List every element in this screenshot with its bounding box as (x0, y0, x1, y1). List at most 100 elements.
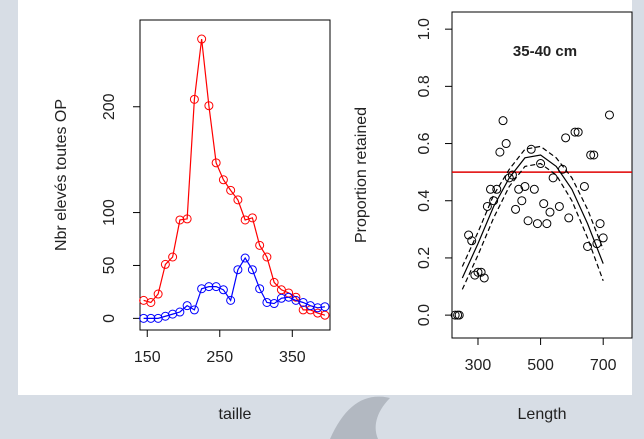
point (247, 213, 257, 223)
point (168, 252, 178, 262)
line (461, 145, 604, 267)
point (247, 265, 257, 275)
point (218, 175, 228, 185)
point (523, 216, 533, 226)
point (507, 170, 517, 180)
y-tick-label: 100 (101, 199, 118, 226)
point (464, 230, 474, 240)
point (313, 303, 323, 313)
point (211, 282, 221, 292)
x-axis-label: Length (518, 406, 567, 423)
plot-box (451, 11, 633, 339)
point (504, 173, 514, 183)
y-tick-label: 0.2 (416, 247, 433, 269)
point (561, 133, 571, 143)
point (233, 265, 243, 275)
point (532, 219, 542, 229)
point (583, 241, 593, 251)
y-tick-label: 50 (101, 256, 118, 274)
y-tick-label: 0 (101, 314, 118, 323)
y-axis-label: Proportion retained (353, 107, 370, 243)
point (479, 273, 489, 283)
point (501, 139, 511, 149)
point (548, 173, 558, 183)
point (492, 184, 502, 194)
point (554, 201, 564, 211)
point (175, 307, 185, 317)
point (218, 285, 228, 295)
y-axis-label: Nbr elevés toutes OP (53, 99, 70, 251)
point (226, 295, 236, 305)
point (595, 219, 605, 229)
point (450, 310, 460, 320)
point (153, 289, 163, 299)
point (182, 214, 192, 224)
point (476, 267, 486, 277)
point (495, 147, 505, 157)
point (573, 127, 583, 137)
point (255, 240, 265, 250)
y-tick-label: 1.0 (416, 18, 433, 40)
point (539, 199, 549, 209)
decoration (330, 396, 390, 439)
point (182, 301, 192, 311)
point (233, 195, 243, 205)
point (473, 267, 483, 277)
point (146, 297, 156, 307)
point (255, 284, 265, 294)
point (467, 236, 477, 246)
x-tick-label: 350 (279, 349, 306, 366)
point (604, 110, 614, 120)
line (143, 256, 326, 319)
point (489, 196, 499, 206)
point (579, 181, 589, 191)
point (511, 204, 521, 214)
x-tick-label: 150 (134, 349, 161, 366)
point (526, 144, 536, 154)
point (454, 310, 464, 320)
annotation: 35-40 cm (513, 43, 577, 60)
line (461, 154, 604, 279)
point (269, 299, 279, 309)
point (269, 277, 279, 287)
point (470, 270, 480, 280)
point (204, 282, 214, 292)
point (298, 305, 308, 315)
point (189, 305, 199, 315)
point (262, 297, 272, 307)
x-tick-label: 300 (465, 357, 492, 374)
point (498, 116, 508, 126)
line (461, 162, 604, 290)
point (320, 302, 330, 312)
point (284, 292, 294, 302)
panel (18, 0, 632, 395)
point (486, 184, 496, 194)
point (197, 34, 207, 44)
point (204, 101, 214, 111)
point (542, 219, 552, 229)
y-tick-label: 200 (101, 93, 118, 120)
point (226, 185, 236, 195)
point (146, 313, 156, 323)
x-tick-label: 500 (527, 357, 554, 374)
point (139, 313, 149, 323)
point (160, 259, 170, 269)
plot-box (139, 19, 331, 331)
point (586, 150, 596, 160)
point (545, 207, 555, 217)
point (291, 292, 301, 302)
y-tick-label: 0.4 (416, 190, 433, 212)
point (529, 184, 539, 194)
point (189, 94, 199, 104)
x-tick-label: 250 (206, 349, 233, 366)
point (276, 293, 286, 303)
y-tick-label: 0.8 (416, 75, 433, 97)
x-tick-label: 700 (590, 357, 617, 374)
point (564, 213, 574, 223)
point (536, 159, 546, 169)
point (482, 201, 492, 211)
point (514, 184, 524, 194)
point (262, 252, 272, 262)
